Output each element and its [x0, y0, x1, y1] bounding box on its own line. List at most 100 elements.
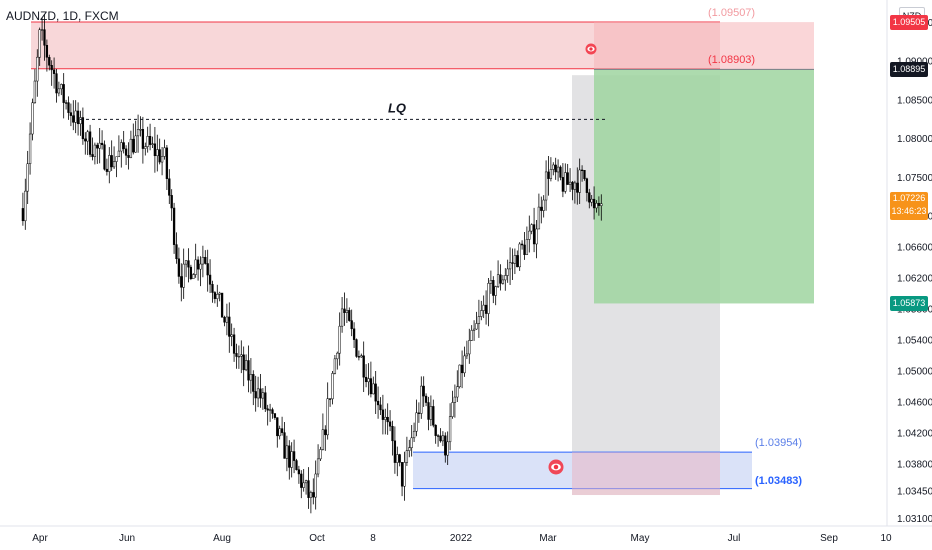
candle-up — [163, 147, 166, 157]
candle-up — [482, 304, 485, 311]
candle-down — [223, 317, 226, 323]
eye-icon-pupil — [553, 464, 559, 470]
candle-down — [597, 202, 601, 206]
candle-down — [484, 304, 488, 314]
candle-down — [592, 198, 596, 209]
symbol-title[interactable]: AUDNZD, 1D, FXCM — [6, 9, 119, 23]
candle-down — [576, 182, 579, 193]
candle-up — [115, 156, 118, 162]
candle-down — [364, 376, 368, 383]
candle-down — [168, 178, 171, 196]
candle-up — [160, 156, 164, 163]
candle-down — [266, 408, 269, 411]
chart-overlays[interactable]: LQ — [80, 43, 608, 475]
candle-up — [508, 262, 512, 270]
candle-up — [487, 283, 490, 314]
candle-up — [458, 364, 461, 388]
candle-up — [249, 374, 253, 381]
x-tick-label: Apr — [32, 533, 48, 544]
candle-up — [24, 190, 27, 222]
time-axis[interactable]: Apr Jun Aug Oct 8 2022 Mar May Jul Sep 10 — [32, 533, 892, 544]
candle-up — [28, 133, 32, 165]
y-tick-label: 1.07500 — [897, 173, 932, 184]
candle-up — [314, 473, 317, 498]
candle-up — [542, 199, 545, 211]
candle-up — [316, 458, 320, 475]
candle-down — [393, 440, 397, 463]
candle-up — [506, 268, 509, 276]
candle-down — [72, 115, 75, 123]
candle-down — [52, 69, 56, 74]
candle-down — [228, 316, 231, 337]
candle-down — [254, 391, 257, 399]
candle-down — [516, 255, 519, 268]
supply-bottom-label: (1.08903) — [708, 53, 756, 66]
candle-down — [84, 138, 87, 142]
candle-up — [345, 310, 349, 313]
candle-up — [86, 131, 89, 142]
candle-up — [465, 353, 469, 357]
candle-up — [403, 462, 406, 487]
candle-up — [453, 396, 457, 403]
candle-down — [96, 144, 99, 149]
candle-down — [175, 244, 178, 260]
candle-down — [417, 412, 421, 414]
candle-up — [480, 310, 483, 317]
candle-down — [283, 432, 286, 459]
candle-down — [292, 451, 296, 461]
candle-up — [331, 373, 334, 400]
candle-up — [285, 445, 289, 459]
y-tick-label: 1.08000 — [897, 134, 932, 145]
candle-up — [456, 386, 459, 398]
candle-up — [405, 450, 409, 463]
candle-down — [583, 170, 586, 179]
candle-down — [540, 206, 543, 211]
candle-down — [196, 259, 200, 270]
candle-up — [261, 392, 265, 399]
candle-up — [290, 451, 293, 468]
candle-up — [194, 259, 197, 275]
candle-up — [501, 279, 505, 284]
candle-down — [381, 409, 385, 420]
x-tick-label: 10 — [880, 533, 892, 544]
candle-down — [547, 171, 550, 179]
candle-down — [127, 155, 130, 158]
candle-down — [276, 417, 279, 437]
candle-up — [36, 56, 39, 82]
stop-loss-area — [594, 22, 814, 70]
candle-up — [268, 409, 272, 411]
candle-down — [100, 142, 104, 146]
current-price-value: 1.07226 — [892, 192, 926, 203]
candle-down — [273, 413, 277, 418]
candle-down — [235, 353, 238, 357]
candle-down — [432, 406, 435, 426]
x-tick-label: 8 — [370, 533, 376, 544]
candle-up — [302, 482, 305, 488]
candle-down — [220, 292, 224, 318]
candle-down — [585, 178, 589, 193]
candle-down — [170, 195, 173, 209]
candle-up — [477, 316, 481, 324]
candle-up — [333, 358, 337, 374]
candle-up — [544, 171, 548, 201]
candle-down — [110, 155, 113, 168]
candle-up — [120, 142, 123, 152]
candle-up — [448, 416, 452, 443]
chart-drawings[interactable] — [31, 21, 814, 496]
y-tick-label: 1.05000 — [897, 367, 932, 378]
candle-down — [297, 469, 301, 475]
candle-up — [360, 355, 363, 358]
candle-up — [146, 136, 149, 147]
candle-down — [148, 136, 152, 145]
candle-down — [177, 258, 181, 277]
candle-up — [525, 239, 529, 255]
candle-up — [336, 352, 339, 360]
candle-down — [280, 428, 284, 433]
candle-up — [463, 355, 466, 374]
candle-up — [136, 129, 140, 137]
candle-up — [489, 280, 493, 284]
demand-bottom-label: (1.03483) — [755, 474, 803, 487]
x-tick-label: Oct — [309, 533, 325, 544]
candle-down — [499, 274, 502, 284]
